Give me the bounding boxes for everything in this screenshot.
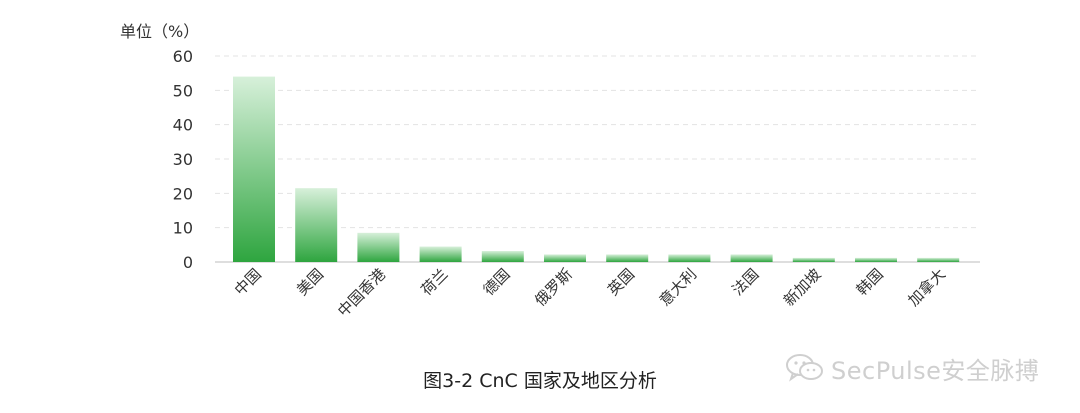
x-tick-label: 韩国 <box>853 265 887 299</box>
x-tick-label: 中国香港 <box>334 265 389 320</box>
y-tick-label: 0 <box>183 253 193 272</box>
x-tick-label: 荷兰 <box>417 265 451 299</box>
y-tick-label: 50 <box>173 81 193 100</box>
y-tick-label: 20 <box>173 184 193 203</box>
x-tick-label: 新加坡 <box>780 265 825 310</box>
bar <box>481 251 524 262</box>
bar <box>295 188 338 262</box>
y-axis-unit-label: 单位（%） <box>120 22 199 41</box>
x-tick-label: 法国 <box>728 265 762 299</box>
x-tick-label: 意大利 <box>656 265 701 310</box>
y-tick-label: 30 <box>173 150 193 169</box>
bar <box>730 254 773 262</box>
bar <box>855 257 897 262</box>
bar <box>233 76 275 262</box>
bar <box>419 246 462 262</box>
y-tick-label: 60 <box>173 47 193 66</box>
bar <box>792 257 835 262</box>
bar <box>606 254 649 262</box>
x-tick-label: 英国 <box>604 265 638 299</box>
y-tick-label: 10 <box>173 219 193 238</box>
y-tick-label: 40 <box>173 116 193 135</box>
x-tick-label: 美国 <box>293 265 327 299</box>
bar-chart: 单位（%） 0 10 20 30 40 50 60 中国 美国 中国香港 荷兰 德国 俄罗斯 英国 意大利… <box>120 22 980 320</box>
watermark: SecPulse安全脉搏 <box>785 349 1039 387</box>
wechat-icon <box>785 353 825 383</box>
watermark-text: SecPulse安全脉搏 <box>831 356 1040 385</box>
bar <box>668 254 711 262</box>
bar <box>544 254 586 262</box>
x-tick-label: 俄罗斯 <box>531 265 576 310</box>
x-tick-label: 中国 <box>231 265 265 299</box>
figure-caption: 图3-2 CnC 国家及地区分析 <box>423 370 657 392</box>
bar <box>357 232 400 262</box>
bar <box>917 257 960 262</box>
x-tick-label: 加拿大 <box>904 265 949 310</box>
x-tick-label: 德国 <box>480 265 514 299</box>
